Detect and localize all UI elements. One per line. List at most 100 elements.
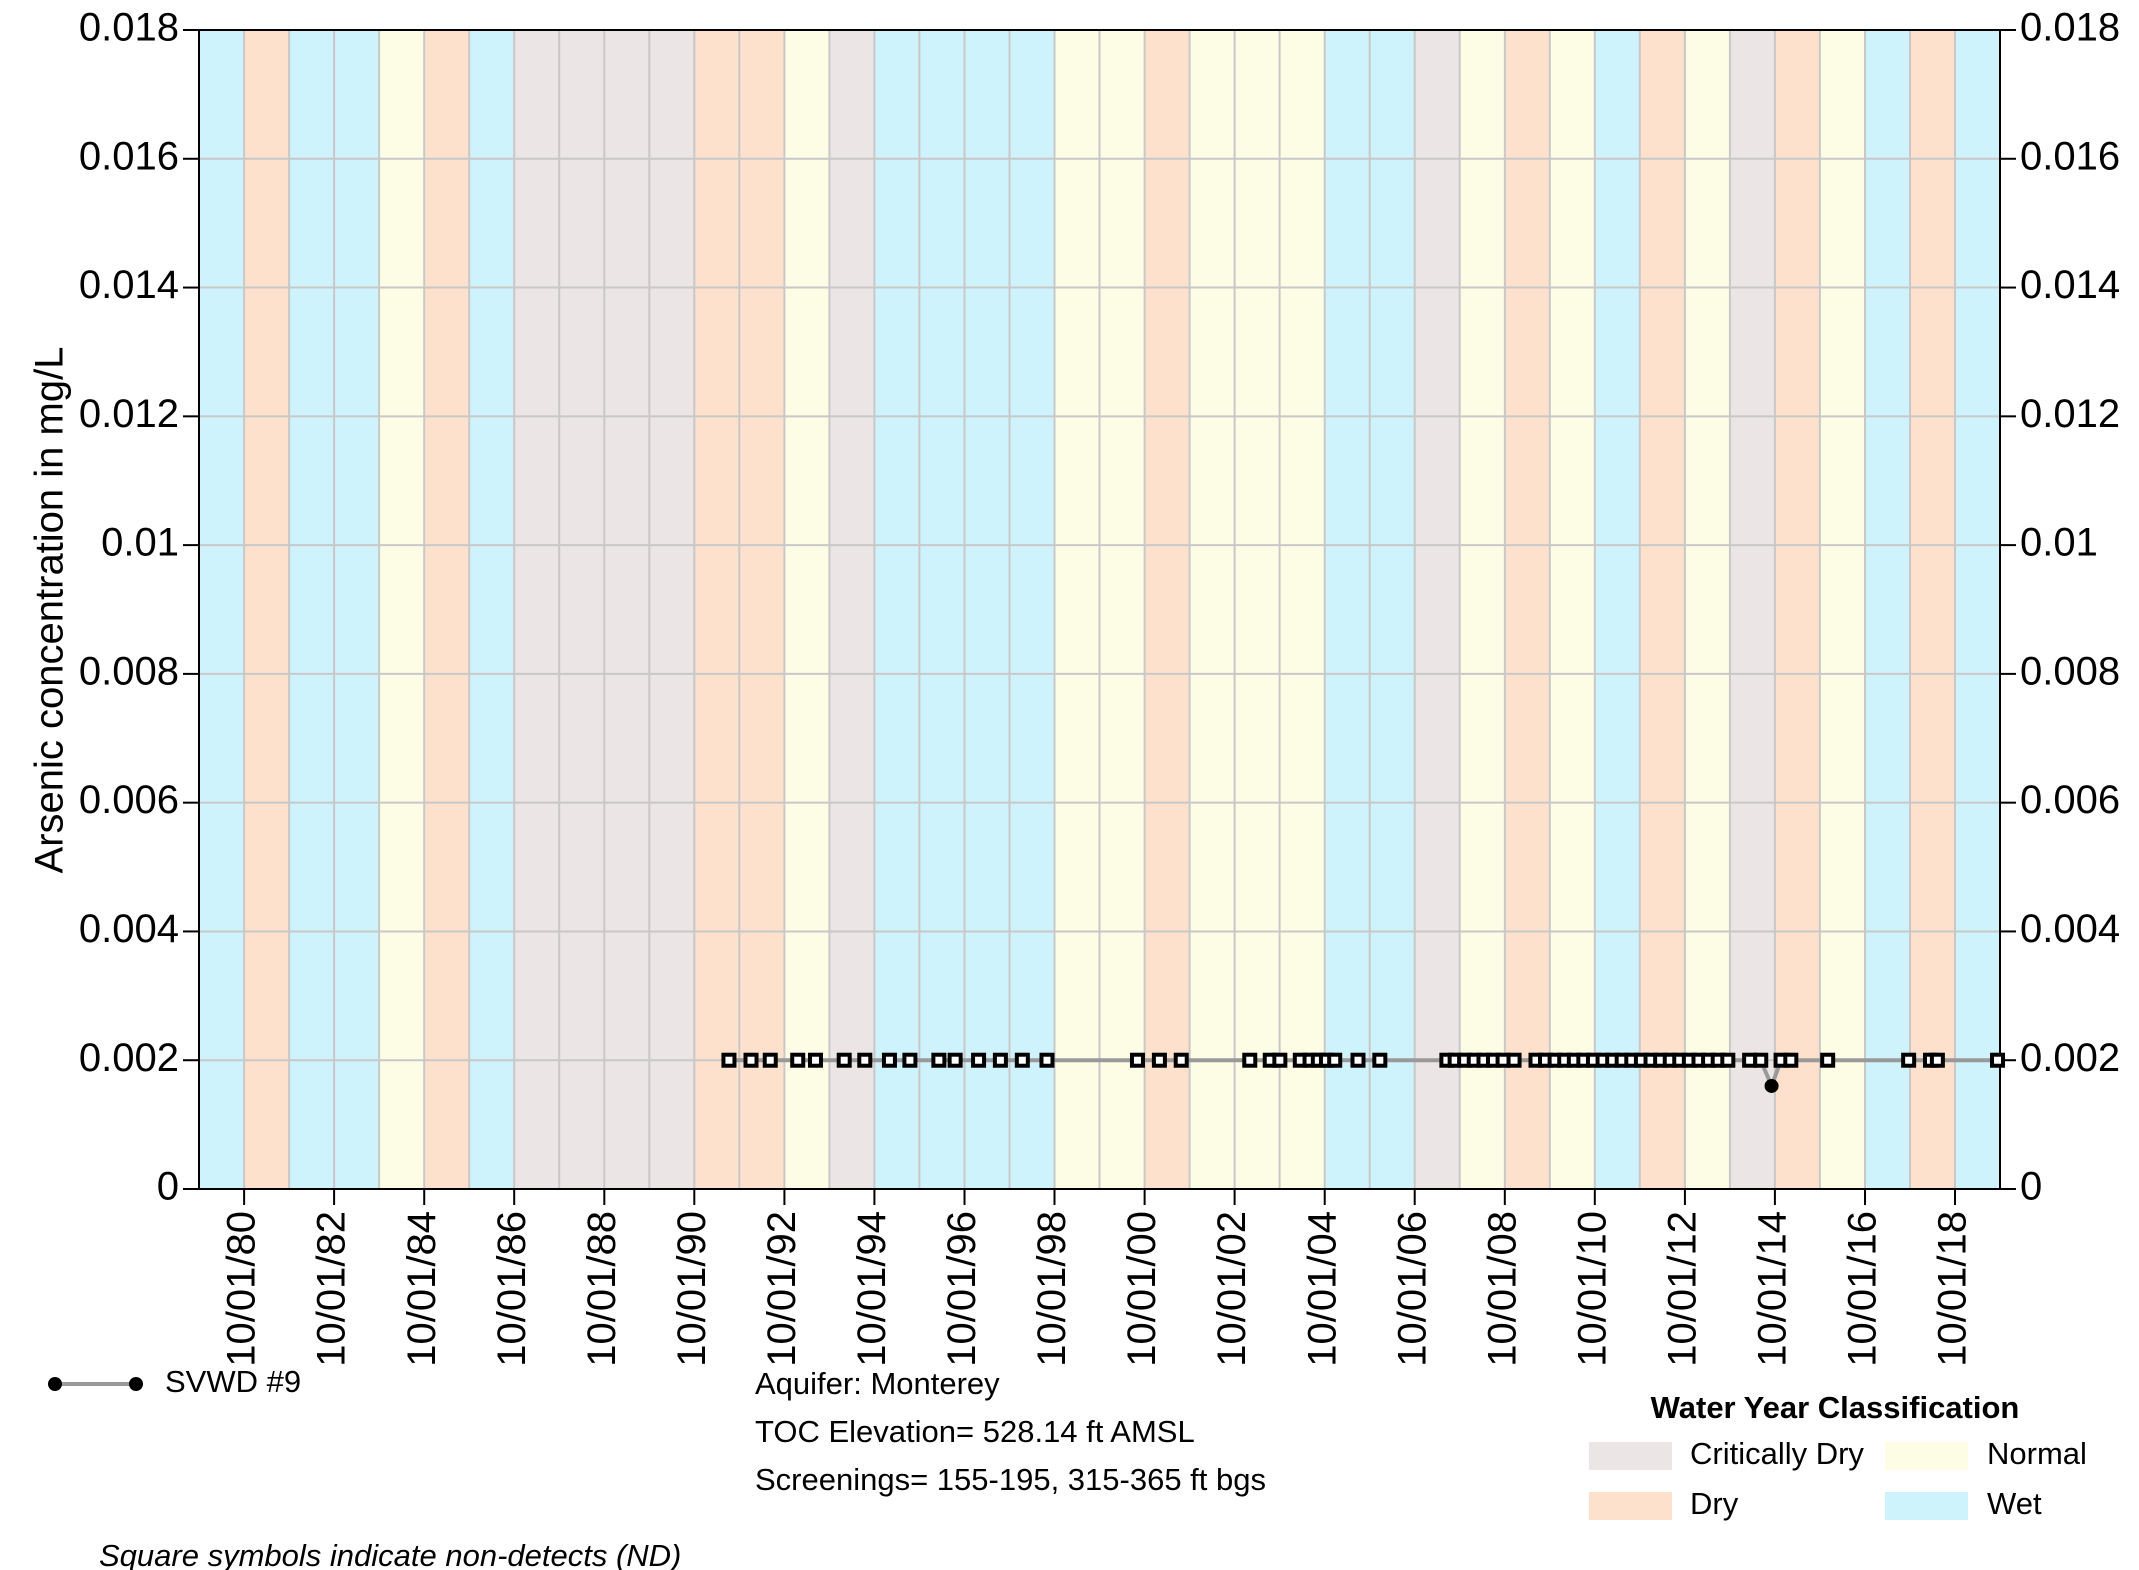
nd-marker	[1039, 1052, 1055, 1068]
legend-marker	[129, 1377, 143, 1391]
nd-marker	[1272, 1052, 1288, 1068]
x-tick-label: 10/01/96	[940, 1211, 984, 1367]
x-tick-label: 10/01/18	[1931, 1211, 1975, 1367]
x-tick-label: 10/01/94	[850, 1211, 894, 1367]
legend-label: Wet	[1987, 1486, 2042, 1521]
water-year-band	[1594, 30, 1640, 1189]
grid	[198, 29, 2001, 1190]
x-tick-label: 10/01/06	[1390, 1211, 1434, 1367]
water-year-band	[739, 30, 785, 1189]
legend-swatch	[1589, 1492, 1672, 1520]
nd-marker	[1990, 1052, 2006, 1068]
x-tick-label: 10/01/90	[670, 1211, 714, 1367]
x-tick-label: 10/01/82	[310, 1211, 354, 1367]
x-tick-label: 10/01/14	[1750, 1211, 1794, 1367]
water-year-band	[289, 30, 335, 1189]
y-axis-label: Arsenic concentration in mg/L	[28, 347, 72, 874]
water-year-band	[1819, 30, 1866, 1189]
data	[721, 1052, 2006, 1093]
water-year-band	[1549, 30, 1595, 1189]
x-tick-label: 10/01/08	[1480, 1211, 1524, 1367]
water-year-band	[1279, 30, 1325, 1189]
y-tick-label: 0.008	[79, 649, 179, 693]
water-year-band	[334, 30, 380, 1189]
x-tick-label: 10/01/84	[400, 1211, 444, 1367]
nd-marker	[1720, 1052, 1736, 1068]
y-tick-label: 0.004	[79, 907, 179, 951]
water-year-band	[1189, 30, 1235, 1189]
y2-tick-label: 0.008	[2020, 649, 2120, 693]
x-tick-label: 10/01/92	[760, 1211, 804, 1367]
nd-marker	[857, 1052, 873, 1068]
legend-label: Dry	[1690, 1486, 1739, 1521]
well-info: Aquifer: Monterey	[755, 1366, 1000, 1401]
nd-marker	[790, 1052, 806, 1068]
nd-marker	[721, 1052, 737, 1068]
nd-marker	[947, 1052, 963, 1068]
water-year-band	[694, 30, 740, 1189]
y-tick-label: 0.018	[79, 6, 179, 50]
water-year-band	[1504, 30, 1550, 1189]
nd-marker	[1151, 1052, 1167, 1068]
nd-marker	[1327, 1052, 1343, 1068]
nd-marker	[1820, 1052, 1836, 1068]
water-year-band	[1009, 30, 1055, 1189]
legend-marker	[48, 1377, 62, 1391]
water-year-band	[919, 30, 965, 1189]
nd-marker	[807, 1052, 823, 1068]
y-tick-label: 0.006	[79, 778, 179, 822]
detect-marker	[1764, 1078, 1779, 1093]
water-year-band	[964, 30, 1010, 1189]
nd-marker	[1753, 1052, 1769, 1068]
water-year-band	[379, 30, 425, 1189]
water-year-band	[1910, 30, 1956, 1189]
nd-marker	[1129, 1052, 1145, 1068]
y-tick-label: 0.01	[101, 521, 179, 565]
water-year-band	[514, 30, 560, 1189]
nd-marker	[1350, 1052, 1366, 1068]
water-year-band	[1774, 30, 1820, 1189]
nd-marker	[1506, 1052, 1522, 1068]
nd-marker	[1929, 1052, 1945, 1068]
water-year-band	[1865, 30, 1911, 1189]
water-year-band	[559, 30, 605, 1189]
legend-swatch	[1589, 1442, 1672, 1470]
water-year-band	[1234, 30, 1280, 1189]
nd-marker	[902, 1052, 918, 1068]
axes: 0 0 0.002 0.002 0.004 0.004 0.006 0.006 0.008 0.0…	[79, 6, 2120, 1367]
well-info: Screenings= 155-195, 315-365 ft bgs	[755, 1462, 1266, 1497]
x-tick-label: 10/01/04	[1300, 1211, 1344, 1367]
x-tick-label: 10/01/98	[1030, 1211, 1074, 1367]
x-tick-label: 10/01/86	[490, 1211, 534, 1367]
x-tick-label: 10/01/80	[220, 1211, 264, 1367]
water-year-band	[1684, 30, 1730, 1189]
nd-marker	[1242, 1052, 1258, 1068]
nd-marker	[1014, 1052, 1030, 1068]
y-tick-label: 0.002	[79, 1036, 179, 1080]
y2-tick-label: 0.002	[2020, 1036, 2120, 1080]
y2-tick-label: 0.014	[2020, 263, 2120, 307]
nd-marker	[992, 1052, 1008, 1068]
water-year-band	[784, 30, 830, 1189]
y2-tick-label: 0.018	[2020, 6, 2120, 50]
nd-marker	[971, 1052, 987, 1068]
water-year-band	[1054, 30, 1100, 1189]
water-year-band	[604, 30, 650, 1189]
water-year-band	[874, 30, 920, 1189]
legend-label: SVWD #9	[165, 1364, 301, 1399]
water-year-band	[1459, 30, 1505, 1189]
y-tick-label: 0.016	[79, 134, 179, 178]
y2-tick-label: 0.004	[2020, 907, 2120, 951]
nd-marker	[762, 1052, 778, 1068]
note: Square symbols indicate non-detects (ND)	[99, 1538, 681, 1570]
y2-tick-label: 0.016	[2020, 134, 2120, 178]
water-year-band	[469, 30, 515, 1189]
y2-tick-label: 0.012	[2020, 392, 2120, 436]
water-year-band	[1369, 30, 1415, 1189]
water-year-band	[1099, 30, 1145, 1189]
water-year-band	[1955, 30, 2000, 1189]
water-year-band	[199, 30, 245, 1189]
nd-marker	[881, 1052, 897, 1068]
x-tick-label: 10/01/88	[580, 1211, 624, 1367]
